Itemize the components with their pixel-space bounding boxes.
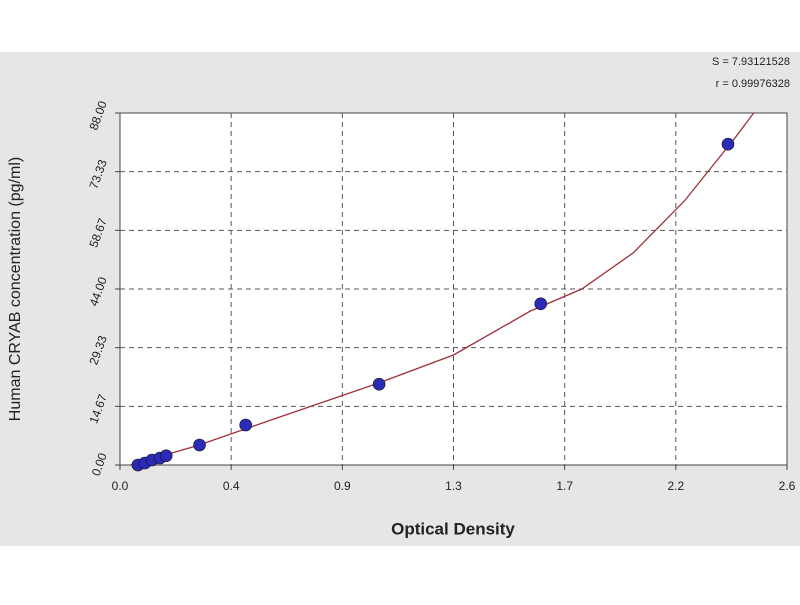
- x-tick-label: 0.4: [223, 479, 240, 493]
- data-point: [721, 137, 735, 151]
- data-point: [372, 377, 386, 391]
- x-tick-label: 0.0: [112, 479, 129, 493]
- data-point: [159, 449, 173, 463]
- x-tick-label: 2.6: [779, 479, 796, 493]
- data-point: [193, 438, 206, 452]
- x-tick-label: 2.2: [667, 479, 684, 493]
- data-point: [534, 297, 548, 311]
- x-tick-label: 1.3: [445, 479, 462, 493]
- annotation: S = 7.93121528: [712, 56, 790, 68]
- annotation: r = 0.99976328: [716, 78, 790, 90]
- x-tick-label: 0.9: [334, 479, 351, 493]
- x-axis-title: Optical Density: [391, 519, 515, 538]
- x-tick-label: 1.7: [556, 479, 573, 493]
- data-point: [239, 418, 253, 432]
- y-axis-title: Human CRYAB concentration (pg/ml): [7, 157, 24, 421]
